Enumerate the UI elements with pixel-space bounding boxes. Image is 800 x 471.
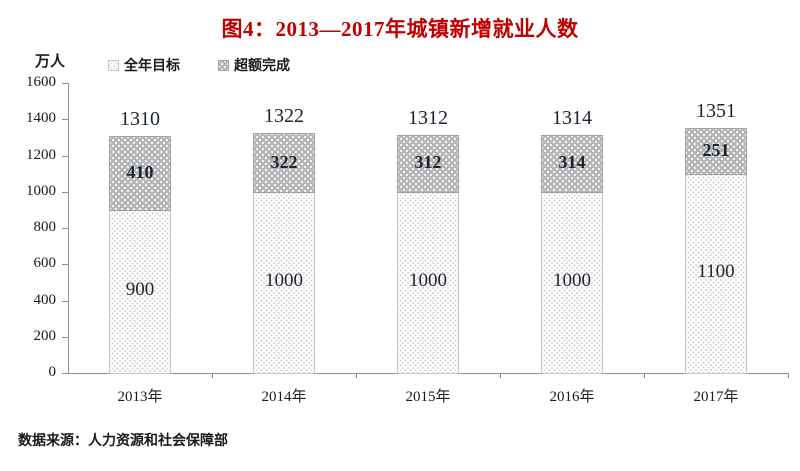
x-axis-category-label: 2013年 [117, 389, 163, 405]
x-axis-tick [788, 373, 789, 378]
bar-value-overfulfilled: 312 [414, 152, 442, 173]
y-axis-tick-label: 1600 [26, 74, 56, 90]
x-axis-tick [644, 373, 645, 378]
bar-segment-target [685, 173, 747, 374]
x-axis-tick [500, 373, 501, 378]
y-axis-tick [62, 83, 68, 84]
bar-value-target: 1100 [697, 261, 735, 283]
legend-label-target: 全年目标 [124, 57, 180, 73]
bar-value-overfulfilled: 322 [270, 151, 298, 172]
bar-segment-overfulfilled [109, 135, 171, 211]
bar-segment-target [109, 209, 171, 374]
bar-value-overfulfilled: 251 [702, 139, 730, 160]
x-axis-tick [212, 373, 213, 378]
bar-total-label: 1314 [552, 106, 592, 129]
x-axis-tick [356, 373, 357, 378]
y-axis-tick [62, 373, 68, 374]
x-axis-category-label: 2014年 [261, 389, 307, 405]
bar-segment-target [253, 191, 315, 374]
y-axis-tick [62, 336, 68, 338]
y-axis-tick [62, 228, 68, 229]
y-axis-tick-label: 600 [33, 255, 57, 272]
bar-value-overfulfilled: 314 [558, 152, 586, 173]
y-axis-tick-label: 1000 [26, 182, 56, 199]
bar-total-label: 1351 [696, 100, 736, 123]
bar-total-label: 1322 [264, 105, 304, 128]
bar-segment-target [397, 191, 459, 374]
y-axis-tick-label: 400 [33, 291, 57, 308]
legend: 全年目标 超额完成 [108, 55, 290, 75]
y-axis-tick [62, 300, 68, 302]
y-axis-tick-label: 1200 [26, 146, 56, 163]
y-axis-tick [62, 119, 68, 121]
bar-total-label: 1310 [120, 107, 160, 130]
legend-swatch-light-pattern-icon [108, 59, 119, 71]
bar-value-target: 1000 [265, 270, 303, 292]
bar-value-target: 1000 [553, 270, 591, 292]
bar-segment-overfulfilled [685, 128, 747, 175]
y-axis-unit-label: 万人 [35, 53, 66, 70]
y-axis-line [68, 83, 69, 374]
y-axis-tick [62, 264, 68, 266]
x-axis-category-label: 2015年 [405, 389, 451, 405]
bar-segment-overfulfilled [397, 135, 459, 193]
bar-total-label: 1312 [408, 107, 448, 130]
x-axis-category-label: 2016年 [549, 389, 595, 405]
y-axis-tick-label: 200 [33, 327, 57, 344]
y-axis-tick [62, 191, 68, 193]
bar-segment-target [541, 191, 603, 374]
legend-item-overfulfilled: 超额完成 [218, 55, 290, 75]
chart-title: 图4：2013—2017年城镇新增就业人数 [221, 17, 579, 41]
y-axis-tick [62, 155, 68, 157]
legend-label-overfulfilled: 超额完成 [234, 57, 290, 73]
y-axis-tick-label: 800 [33, 219, 57, 235]
legend-item-target: 全年目标 [108, 55, 180, 75]
data-source: 数据来源：人力资源和社会保障部 [18, 432, 228, 448]
legend-swatch-dark-pattern-icon [218, 59, 229, 71]
x-axis-category-label: 2017年 [693, 389, 739, 405]
bar-value-overfulfilled: 410 [126, 161, 154, 182]
bar-value-target: 900 [125, 279, 155, 301]
bar-segment-overfulfilled [541, 134, 603, 193]
y-axis-tick-label: 1400 [26, 110, 56, 127]
y-axis-tick-label: 0 [48, 364, 57, 380]
bar-segment-overfulfilled [253, 133, 315, 193]
bar-value-target: 1000 [409, 270, 447, 292]
